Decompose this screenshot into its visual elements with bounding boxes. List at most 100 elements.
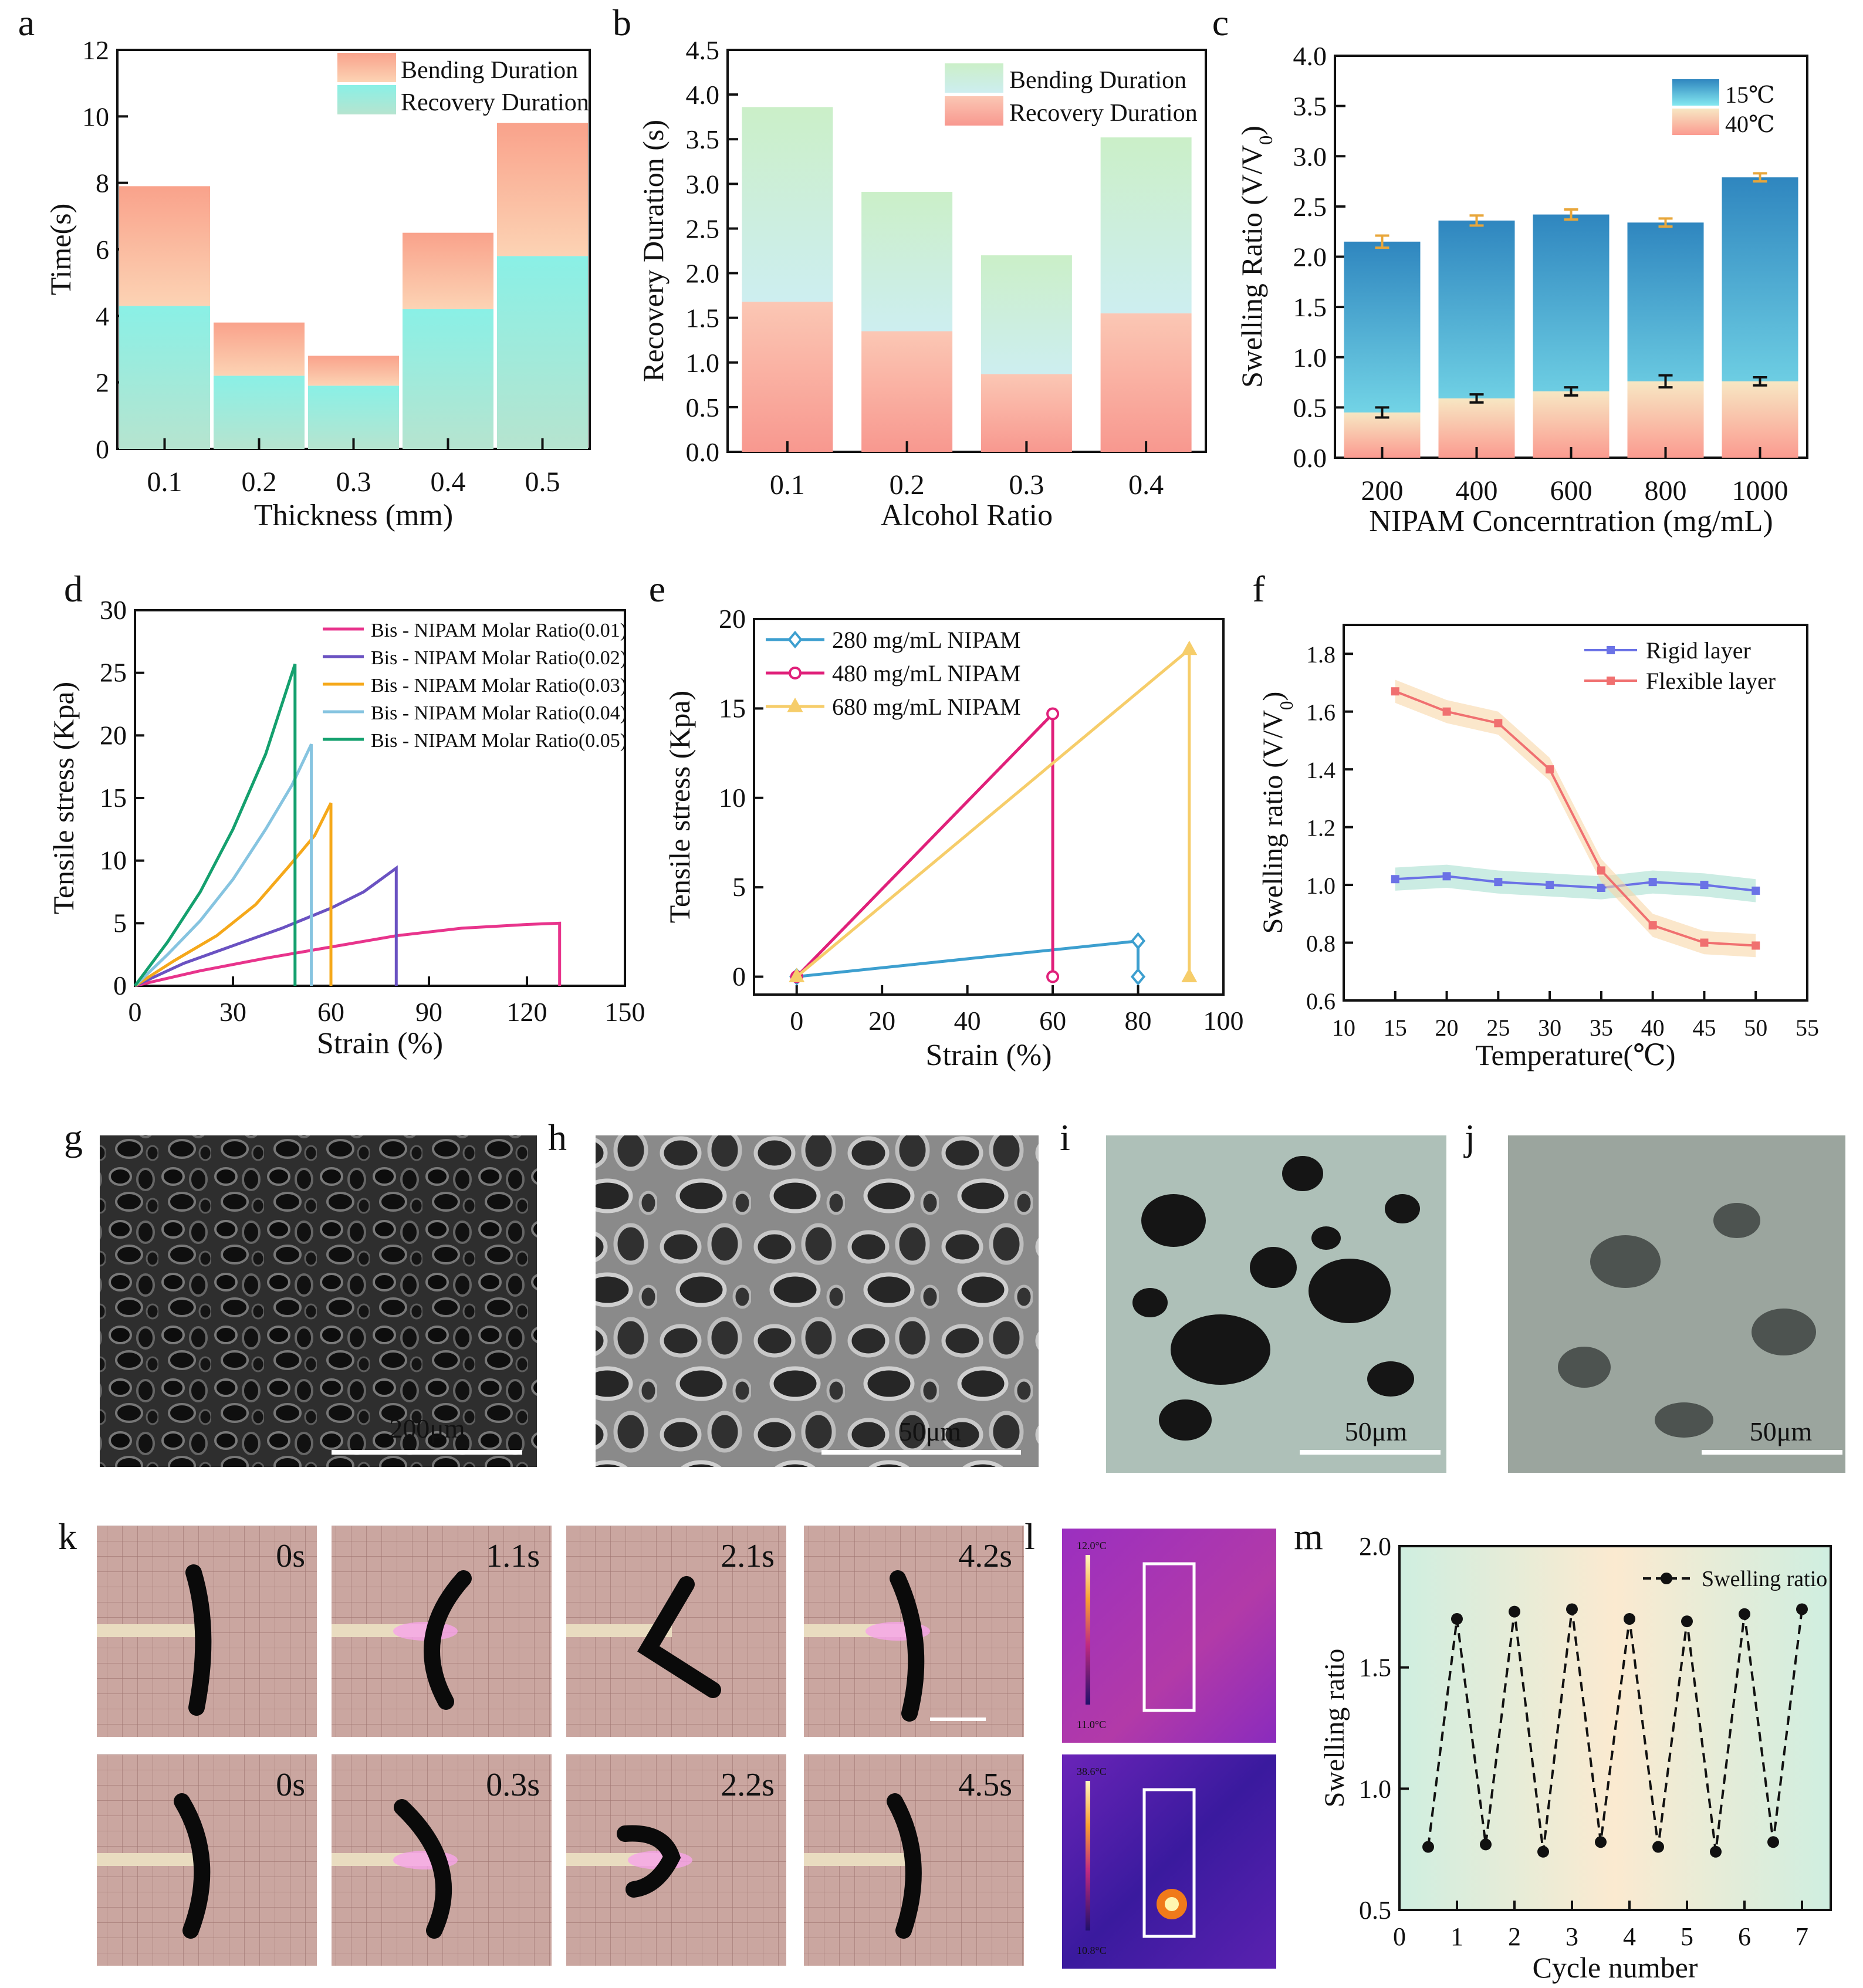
scale-max-label: 12.0°C <box>1077 1540 1107 1551</box>
y-tick-label: 0.8 <box>1306 931 1335 957</box>
scale-min-label: 10.8°C <box>1077 1945 1107 1956</box>
photo-frame-1-3: 2.1s <box>566 1526 786 1737</box>
x-tick-label: 5 <box>1681 1922 1693 1951</box>
legend-swatch-40C <box>1672 109 1719 135</box>
scale-bar-label: 50μm <box>1750 1416 1813 1446</box>
bar-bending-0.1 <box>742 107 833 302</box>
time-label: 1.1s <box>486 1538 540 1574</box>
hydrogel-strip <box>617 1825 681 1898</box>
pore-3 <box>1171 1314 1270 1385</box>
x-tick-label: 40 <box>1641 1015 1665 1041</box>
bar-recovery-0.4 <box>1100 313 1192 452</box>
y-tick-label: 15 <box>719 693 746 723</box>
dot-marker <box>1681 1615 1693 1628</box>
y-tick-label: 20 <box>100 720 127 750</box>
scale-bar-label: 50μm <box>1345 1416 1408 1446</box>
legend-label-recovery: Recovery Duration <box>1009 100 1198 127</box>
y-tick-label: 2.0 <box>1359 1532 1391 1561</box>
x-axis-label: NIPAM Concerntration (mg/mL) <box>1369 505 1773 538</box>
color-scale-bar <box>1086 1555 1090 1705</box>
x-axis-label: Thickness (mm) <box>254 499 453 532</box>
dot-marker <box>1422 1841 1434 1853</box>
bar-recovery-0.1 <box>742 302 833 452</box>
pore-6 <box>1132 1288 1168 1317</box>
x-tick-label: 45 <box>1692 1015 1716 1041</box>
x-tick-label: 0.2 <box>242 466 277 498</box>
y-tick-label: 2.5 <box>1293 192 1327 222</box>
series-line-0 <box>1395 875 1756 892</box>
square-marker <box>1442 872 1451 881</box>
panel-letter-d: d <box>64 568 83 610</box>
chart-f: 10 15 20 25 30 35 40 45 50 55 0.6 0.8 1.0 1.2 1.4 1.6 1.… <box>1257 624 1819 1071</box>
x-tick-label: 60 <box>317 997 344 1027</box>
plot-frame <box>1343 624 1808 1002</box>
y-tick-label: 2 <box>96 368 109 398</box>
triangle-marker <box>1181 640 1198 655</box>
legend-label-4: Bis - NIPAM Molar Ratio(0.05) <box>371 730 627 752</box>
image-panel-g: 200μm <box>100 1135 537 1467</box>
diamond-marker <box>1130 932 1146 950</box>
x-tick-label: 90 <box>415 997 442 1027</box>
bar-40C-1000 <box>1722 381 1798 458</box>
x-tick-label: 50 <box>1744 1015 1767 1041</box>
circle-marker <box>1046 707 1060 721</box>
y-tick-label: 6 <box>96 235 109 265</box>
square-marker <box>1607 677 1615 685</box>
y-tick-label: 20 <box>719 604 746 634</box>
hydrogel-strip <box>637 1576 721 1698</box>
square-marker <box>1648 921 1657 929</box>
x-axis-label: Cycle number <box>1533 1951 1698 1984</box>
y-tick-label: 12 <box>82 35 109 65</box>
y-tick-label: 4.0 <box>686 80 720 110</box>
chart-c: 0.0 0.5 1.0 1.5 2.0 2.5 3.0 3.5 4.0 200 400 600 800 1… <box>1235 41 1808 538</box>
bar-bending-0.4 <box>1100 137 1192 314</box>
square-marker <box>1494 878 1503 887</box>
x-tick-label: 15 <box>1384 1015 1407 1041</box>
panel-letter-e: e <box>649 568 665 610</box>
dot-marker <box>1509 1605 1520 1618</box>
x-tick-label: 0 <box>129 997 142 1027</box>
x-tick-label: 1 <box>1450 1922 1463 1951</box>
circle-marker <box>1046 970 1060 983</box>
square-marker <box>1607 646 1615 654</box>
photo-frame-2-3: 2.2s <box>566 1754 786 1966</box>
time-label: 2.1s <box>721 1538 775 1574</box>
panel-letter-c: c <box>1212 2 1229 43</box>
x-tick-label: 30 <box>1538 1015 1561 1041</box>
plot-frame <box>753 618 1225 996</box>
bar-recovery-0.3 <box>980 374 1072 452</box>
y-tick-label: 10 <box>719 783 746 813</box>
x-tick-label: 10 <box>1332 1015 1355 1041</box>
panel-letter-l: l <box>1025 1516 1035 1557</box>
series-line-1 <box>134 865 398 988</box>
square-marker <box>1700 881 1709 890</box>
dot-marker <box>1480 1838 1492 1851</box>
y-tick-label: 8 <box>96 168 109 198</box>
time-label: 0s <box>276 1538 305 1574</box>
image-panel-i: 50μm <box>1106 1135 1446 1473</box>
square-marker <box>1494 719 1503 728</box>
heat-rod <box>804 1853 909 1866</box>
y-tick-label: 1.5 <box>686 303 720 333</box>
y-tick-label: 4.0 <box>1293 41 1327 71</box>
bar-40C-600 <box>1533 391 1610 458</box>
square-marker <box>1442 707 1451 716</box>
dot-marker <box>1624 1613 1635 1625</box>
legend-label-0: Rigid layer <box>1646 637 1751 664</box>
x-tick-label: 0.2 <box>890 469 925 501</box>
legend-label-3: Bis - NIPAM Molar Ratio(0.04) <box>371 702 627 724</box>
x-tick-label: 0.5 <box>525 466 560 498</box>
legend-label-2: 680 mg/mL NIPAM <box>832 694 1021 720</box>
legend-label-bending: Bending Duration <box>401 57 578 84</box>
square-marker <box>1391 687 1399 696</box>
x-tick-label: 120 <box>507 997 547 1027</box>
y-tick-label: 5 <box>732 872 746 902</box>
time-label: 0s <box>276 1767 305 1803</box>
x-tick-label: 6 <box>1738 1922 1751 1951</box>
series-line <box>1427 1609 1803 1852</box>
y-tick-label: 15 <box>100 783 127 813</box>
bar-recovery-0.4 <box>403 309 493 449</box>
square-marker <box>1752 886 1760 895</box>
x-tick-label: 40 <box>954 1006 981 1036</box>
x-tick-label: 100 <box>1203 1006 1244 1036</box>
